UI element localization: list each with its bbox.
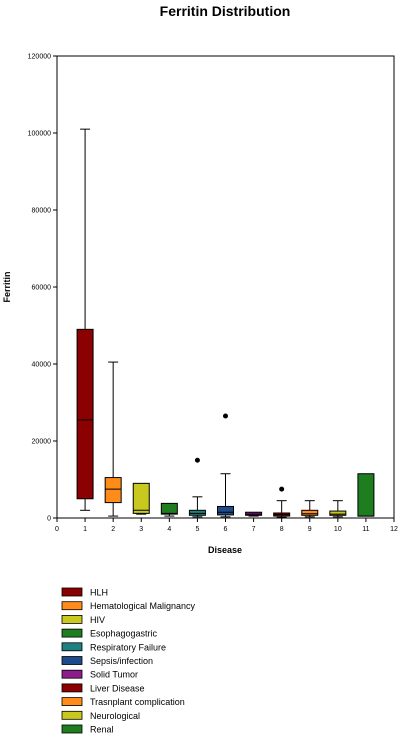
box-body bbox=[188, 509, 206, 516]
legend-swatch bbox=[61, 710, 83, 720]
legend-label: Hematological Malignancy bbox=[90, 601, 196, 611]
legend-label: Liver Disease bbox=[90, 683, 145, 693]
x-tick-label: 5 bbox=[195, 526, 199, 533]
box-2 bbox=[104, 361, 122, 517]
box-6 bbox=[217, 413, 234, 518]
x-tick-label: 2 bbox=[111, 526, 115, 533]
box-body bbox=[104, 477, 122, 504]
legend-swatch bbox=[61, 601, 83, 611]
legend-label: HIV bbox=[90, 615, 105, 625]
box-9 bbox=[301, 500, 319, 518]
legend-swatch bbox=[61, 628, 83, 638]
box-10 bbox=[329, 500, 347, 518]
x-tick-label: 11 bbox=[362, 526, 369, 533]
legend: HLH Hematological Malignancy HIV Esophagoga… bbox=[61, 587, 196, 734]
chart-title: Ferritin Distribution bbox=[160, 3, 291, 19]
legend-label: Solid Tumor bbox=[90, 670, 138, 680]
x-tick-label: 3 bbox=[139, 526, 143, 533]
box-3 bbox=[132, 482, 150, 515]
x-tick-label: 0 bbox=[55, 526, 59, 533]
box-4 bbox=[160, 502, 178, 517]
box-body bbox=[217, 505, 234, 516]
x-tick-label: 4 bbox=[167, 526, 171, 533]
legend-swatch bbox=[61, 642, 83, 652]
box-7 bbox=[245, 511, 263, 517]
plot-frame bbox=[56, 55, 395, 519]
y-tick-label: 80000 bbox=[32, 208, 52, 215]
outlier-point bbox=[279, 486, 285, 492]
legend-swatch bbox=[61, 724, 83, 734]
legend-swatch bbox=[61, 697, 83, 706]
box-body bbox=[160, 502, 178, 515]
legend-label: Renal bbox=[90, 725, 114, 734]
legend-label: Respiratory Failure bbox=[90, 642, 166, 652]
y-axis-label: Ferritin bbox=[2, 271, 12, 302]
legend-swatch bbox=[61, 615, 83, 624]
y-tick-label: 100000 bbox=[28, 131, 51, 138]
outlier-point bbox=[194, 457, 200, 463]
box-8 bbox=[273, 486, 291, 518]
legend-swatch bbox=[61, 669, 83, 679]
legend-label: Sepsis/infection bbox=[90, 656, 153, 666]
x-tick-label: 9 bbox=[308, 526, 312, 533]
box-body bbox=[357, 473, 375, 517]
outlier-point bbox=[223, 413, 228, 419]
x-tick-label: 10 bbox=[334, 526, 342, 533]
box-body bbox=[132, 482, 150, 514]
legend-swatch bbox=[61, 587, 83, 597]
x-tick-label: 1 bbox=[83, 526, 87, 533]
x-tick-label: 6 bbox=[224, 526, 228, 533]
y-tick-label: 20000 bbox=[32, 439, 52, 446]
legend-label: Neurological bbox=[90, 711, 140, 721]
box-1 bbox=[76, 128, 94, 511]
box-11 bbox=[357, 473, 375, 517]
y-tick-label: 0 bbox=[47, 516, 51, 523]
legend-label: Esophagogastric bbox=[90, 629, 158, 639]
box-5 bbox=[188, 457, 206, 518]
x-tick-label: 8 bbox=[280, 526, 284, 533]
y-tick-label: 60000 bbox=[32, 285, 52, 292]
legend-label: HLH bbox=[90, 588, 108, 598]
y-tick-label: 120000 bbox=[28, 54, 51, 61]
x-axis-label: Disease bbox=[208, 545, 242, 555]
legend-label: Trasnplant complication bbox=[90, 697, 185, 707]
box-body bbox=[301, 509, 319, 516]
x-tick-label: 12 bbox=[390, 526, 398, 533]
legend-swatch bbox=[61, 683, 83, 693]
x-tick-label: 7 bbox=[252, 526, 256, 533]
y-tick-label: 40000 bbox=[32, 362, 52, 369]
box-body bbox=[329, 510, 347, 516]
box-body bbox=[76, 328, 94, 500]
legend-swatch bbox=[61, 656, 83, 665]
